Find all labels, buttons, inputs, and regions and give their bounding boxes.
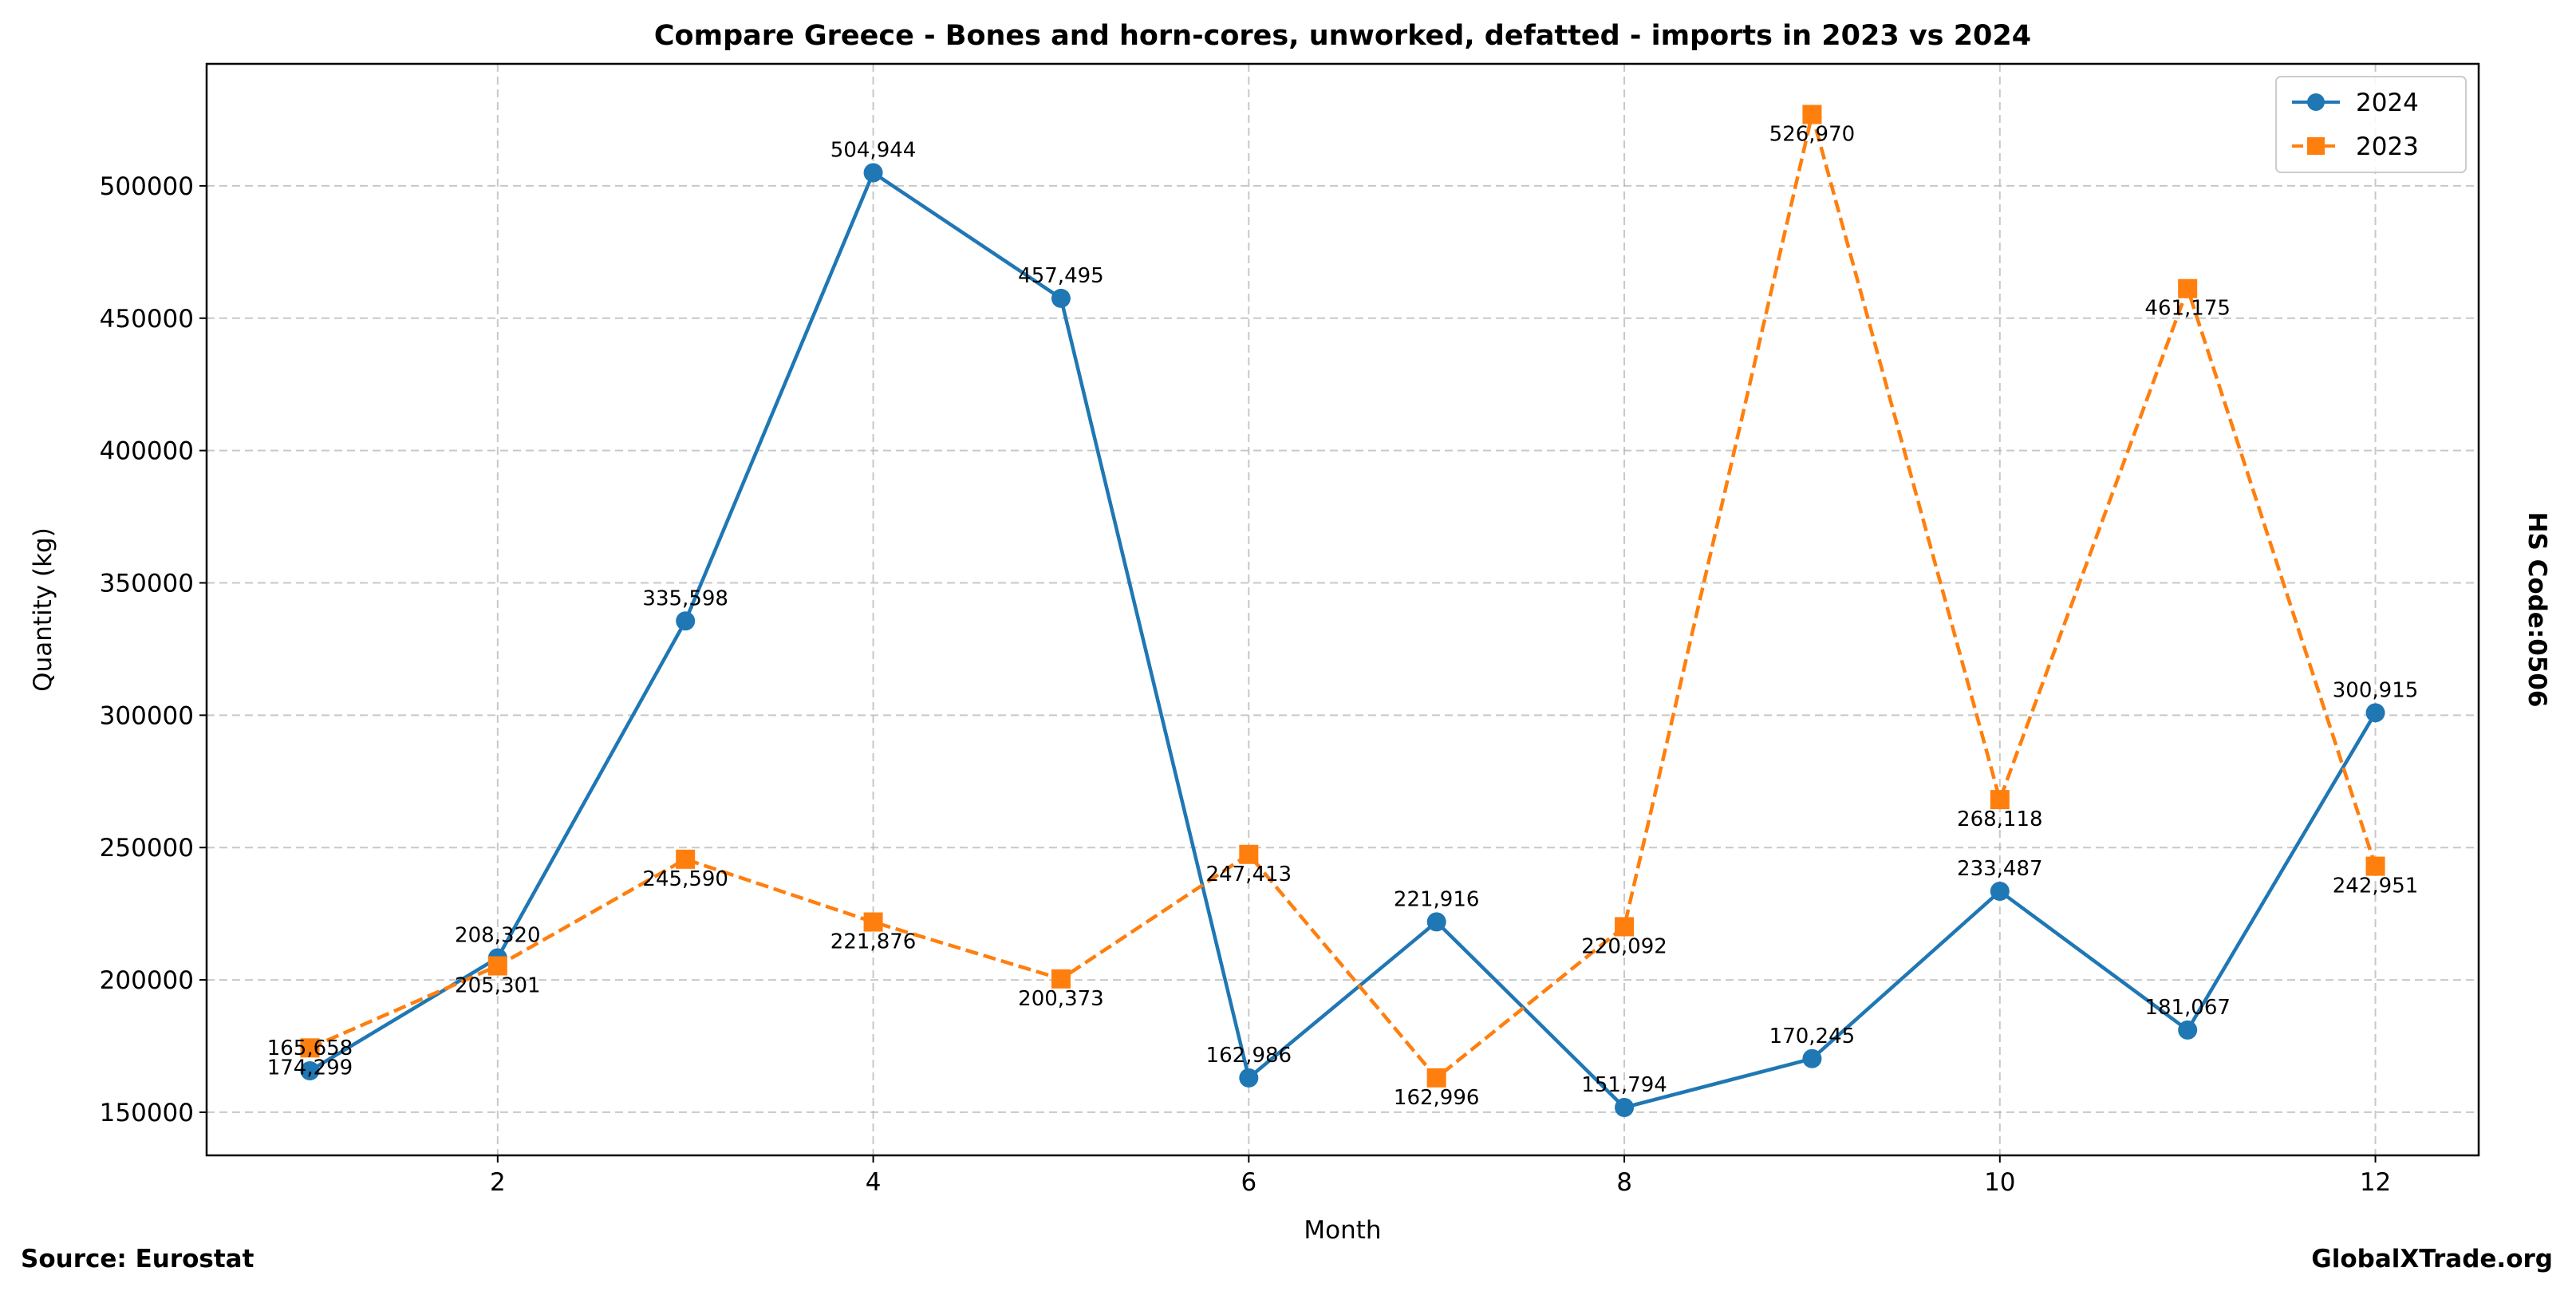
point-2023 [300, 1038, 320, 1058]
y-tick-label: 200000 [100, 966, 194, 995]
x-tick-label: 8 [1616, 1168, 1632, 1197]
point-2023 [1615, 917, 1635, 937]
x-tick-label: 2 [490, 1168, 506, 1197]
data-label-2023: 461,175 [2144, 297, 2231, 321]
data-label-2024: 208,320 [455, 923, 541, 947]
legend-label-2024: 2024 [2356, 89, 2419, 117]
point-2023 [863, 912, 883, 932]
point-2024 [1615, 1097, 1635, 1117]
data-label-2024: 457,495 [1018, 264, 1104, 288]
y-tick-label: 300000 [100, 701, 194, 730]
x-tick-label: 6 [1241, 1168, 1256, 1197]
brand-label: GlobalXTrade.org [2311, 1245, 2553, 1273]
point-2023 [2178, 278, 2198, 298]
y-tick-label: 150000 [100, 1099, 194, 1127]
chart-title: Compare Greece - Bones and horn-cores, u… [654, 20, 2031, 52]
data-label-2023: 247,413 [1206, 863, 1292, 886]
x-axis-label: Month [1304, 1216, 1381, 1245]
point-2023 [1239, 844, 1259, 864]
data-label-2023: 526,970 [1769, 122, 1856, 146]
series-line-2024 [309, 170, 2377, 1110]
point-2024 [1802, 1048, 1822, 1068]
data-label-2024: 151,794 [1581, 1073, 1667, 1097]
legend: 2024 2023 [2275, 76, 2467, 173]
data-label-2024: 300,915 [2333, 678, 2419, 702]
data-label-2023: 162,996 [1394, 1086, 1480, 1110]
data-label-2023: 174,299 [267, 1056, 353, 1080]
series-line-2023 [309, 113, 2377, 1080]
data-label-2024: 335,598 [642, 586, 728, 610]
point-2023 [1802, 105, 1822, 124]
point-2024 [1426, 912, 1446, 932]
data-label-2024: 233,487 [1957, 857, 2043, 881]
legend-marker-2024 [2307, 93, 2325, 111]
data-labels: 165,658 208,320 335,598 504,944 457,495 162,9… [267, 122, 2419, 1109]
data-label-2024: 221,916 [1394, 887, 1480, 911]
y-tick-label: 500000 [100, 172, 194, 201]
point-2023 [1990, 790, 2010, 810]
data-label-2024: 165,658 [267, 1036, 353, 1060]
data-label-2023: 221,876 [830, 930, 917, 954]
point-2024 [1990, 881, 2010, 901]
point-2024 [2178, 1020, 2198, 1040]
data-label-2024: 162,986 [1206, 1044, 1292, 1068]
point-2024 [1051, 288, 1071, 308]
point-2024 [300, 1060, 320, 1080]
point-2024 [676, 611, 696, 631]
axis-ticks: 2 4 6 8 10 12 150000 200000 250000 300000 350000 40… [100, 172, 2392, 1197]
y-tick-label: 350000 [100, 569, 194, 598]
data-label-2024: 181,067 [2144, 996, 2231, 1020]
data-label-2023: 220,092 [1581, 934, 1667, 958]
hs-code-label: HS Code:0506 [2523, 511, 2551, 707]
point-2024 [2365, 703, 2385, 723]
y-tick-label: 450000 [100, 305, 194, 334]
data-label-2024: 170,245 [1769, 1025, 1856, 1048]
point-2023 [676, 849, 696, 869]
point-2024 [1239, 1068, 1259, 1088]
data-label-2023: 268,118 [1957, 807, 2043, 831]
data-label-2023: 242,951 [2333, 875, 2419, 898]
plot-frame [205, 62, 2480, 1157]
point-2023 [1051, 969, 1071, 989]
source-label: Source: Eurostat [21, 1245, 254, 1273]
y-tick-label: 400000 [100, 437, 194, 466]
legend-marker-2023 [2307, 137, 2325, 155]
data-label-2024: 504,944 [830, 139, 917, 163]
data-label-2023: 205,301 [455, 973, 541, 997]
x-tick-label: 12 [2360, 1168, 2391, 1197]
x-tick-label: 10 [1984, 1168, 2015, 1197]
y-axis-label: Quantity (kg) [29, 527, 57, 692]
data-label-2023: 200,373 [1018, 987, 1104, 1011]
x-tick-label: 4 [866, 1168, 882, 1197]
series-layer [300, 105, 2385, 1117]
data-label-2023: 245,590 [642, 867, 728, 891]
point-2023 [1426, 1068, 1446, 1088]
grid [207, 64, 2479, 1155]
point-2024 [863, 163, 883, 183]
point-2023 [487, 956, 507, 976]
legend-label-2023: 2023 [2356, 132, 2419, 161]
y-tick-label: 250000 [100, 834, 194, 863]
point-2023 [2365, 856, 2385, 876]
